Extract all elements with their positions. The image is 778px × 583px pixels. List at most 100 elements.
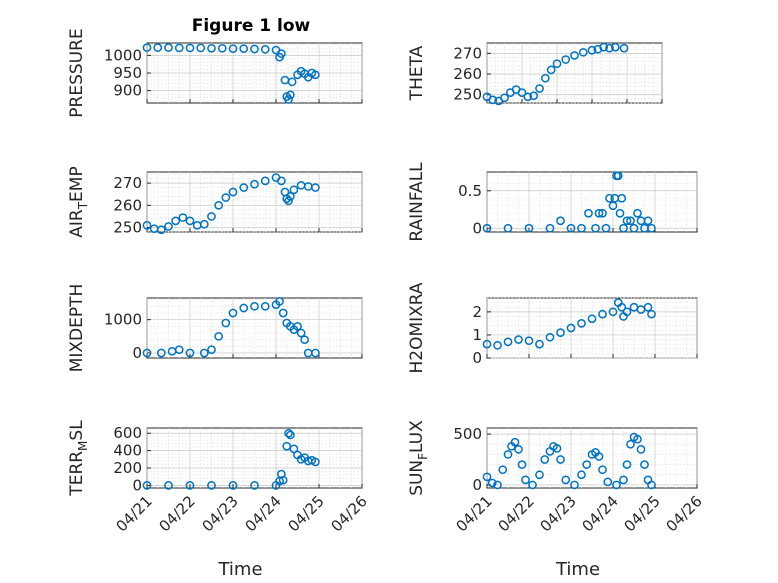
y-tick-label: 0 (132, 476, 142, 494)
y-tick-label: 260 (453, 65, 482, 83)
y-tick-label: 260 (113, 196, 142, 214)
y-axis-label: THETA (407, 45, 427, 101)
data-point (293, 321, 302, 331)
data-point (493, 340, 502, 350)
data-point (587, 45, 597, 55)
subplot-rainfall: 0 0.5 RAINFALL (407, 162, 698, 242)
data-point (552, 443, 562, 453)
data-point (284, 196, 293, 206)
data-point (185, 216, 195, 226)
data-point (171, 216, 181, 226)
data-point (566, 323, 576, 333)
y-tick-label: 1 (472, 326, 482, 344)
y-tick-label: 0 (472, 349, 482, 367)
data-point (289, 444, 299, 454)
y-tick-label: 0.5 (458, 182, 482, 200)
y-axis-label: H2OMIXRA (407, 282, 427, 373)
subplot-air-temp: 250 260 270 AIRTEMP (67, 166, 363, 238)
data-point (584, 208, 593, 218)
data-point (598, 208, 607, 218)
data-point (587, 314, 597, 324)
data-point (142, 220, 152, 230)
data-point (647, 309, 656, 319)
data-point (278, 308, 288, 318)
y-tick-label: 0 (472, 219, 482, 237)
data-point (617, 193, 627, 203)
data-point (221, 193, 231, 202)
data-point (488, 95, 498, 105)
data-point (598, 309, 607, 319)
data-point (561, 475, 571, 485)
data-point (528, 480, 537, 490)
data-point (612, 480, 621, 490)
data-point (521, 475, 530, 485)
data-point (503, 223, 513, 233)
subplot-theta: 250 260 270 THETA (407, 42, 663, 106)
y-tick-label: 0 (472, 476, 482, 494)
x-tick-label: 04/25 (285, 492, 328, 535)
data-point (207, 345, 216, 355)
data-point (633, 208, 642, 218)
data-point (619, 223, 628, 233)
y-tick-label: 270 (453, 44, 482, 62)
data-point (214, 331, 224, 341)
data-point (260, 45, 270, 54)
data-point (285, 192, 295, 201)
data-point (164, 481, 173, 490)
data-point (493, 480, 502, 490)
data-point (535, 339, 544, 349)
data-point (594, 208, 604, 218)
data-point (603, 477, 613, 487)
data-point (207, 481, 216, 490)
data-point (500, 93, 509, 103)
x-tick-label: 04/23 (537, 492, 580, 535)
data-point (640, 460, 649, 469)
data-point (228, 44, 238, 53)
data-point (311, 348, 320, 358)
data-point (577, 223, 586, 233)
data-point (228, 481, 238, 490)
data-point (524, 336, 534, 346)
x-tick-label: 04/22 (156, 492, 199, 535)
y-tick-label: 250 (113, 219, 142, 237)
data-point (577, 319, 586, 328)
data-point (284, 95, 293, 104)
data-point (570, 51, 579, 60)
data-point (164, 222, 173, 231)
data-point (529, 91, 539, 101)
data-point (643, 302, 653, 312)
data-point (647, 223, 656, 233)
data-point (510, 437, 520, 447)
data-point (284, 428, 293, 438)
data-point (647, 480, 656, 490)
data-point (540, 73, 550, 83)
data-point (300, 335, 310, 345)
data-point (633, 434, 642, 444)
data-point (260, 301, 270, 311)
data-point (199, 348, 209, 358)
data-point (556, 455, 565, 464)
data-point (278, 475, 288, 485)
axes-frame (486, 171, 698, 233)
data-point (250, 301, 259, 311)
data-point (250, 44, 259, 54)
data-point (535, 84, 544, 93)
data-point (482, 339, 492, 349)
data-point (622, 307, 632, 317)
x-tick-label: 04/26 (328, 492, 371, 535)
y-tick-label: 500 (453, 425, 482, 443)
axes-frame (146, 297, 363, 359)
data-point (626, 216, 635, 226)
x-axis-label: Time (217, 559, 262, 580)
y-tick-label: 0 (132, 344, 142, 362)
figure-title: Figure 1 low (192, 16, 311, 36)
data-point (636, 445, 646, 454)
data-point (610, 42, 620, 52)
data-point (540, 455, 550, 464)
data-point (185, 43, 195, 53)
data-point (311, 457, 320, 467)
y-axis-label: TERRMSL (67, 420, 90, 497)
data-point (619, 43, 629, 53)
y-tick-label: 400 (113, 442, 142, 460)
